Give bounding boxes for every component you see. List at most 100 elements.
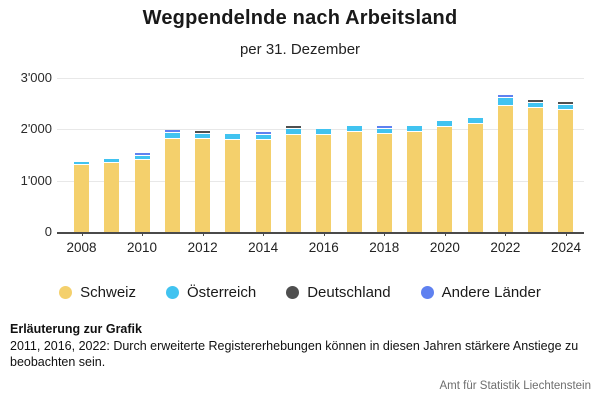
legend-dot bbox=[166, 286, 180, 299]
segment-2014-Österreich bbox=[255, 135, 271, 139]
segment-2010-Österreich bbox=[134, 156, 150, 159]
segment-2020-Schweiz bbox=[437, 127, 453, 232]
segment-2016-Österreich bbox=[316, 129, 332, 134]
legend-item-Deutschland: Deutschland bbox=[286, 284, 391, 301]
bar-2015 bbox=[285, 78, 301, 232]
bar-2009 bbox=[104, 78, 120, 232]
segment-2012-Österreich bbox=[195, 134, 211, 138]
bar-2014 bbox=[255, 78, 271, 232]
plot-area: 0 1'000 2'000 3'000 2008 2010 2012 2014 2016 201… bbox=[21, 70, 584, 255]
legend-item-Schweiz: Schweiz bbox=[59, 284, 136, 301]
bar-2018 bbox=[376, 78, 392, 232]
bar-2017 bbox=[346, 78, 362, 232]
x-tick-label-2014: 2014 bbox=[248, 240, 279, 255]
segment-2010-Andere Länder bbox=[134, 153, 150, 155]
bar-2012 bbox=[195, 78, 211, 232]
segment-2012-Schweiz bbox=[195, 139, 211, 232]
segment-2021-Österreich bbox=[467, 118, 483, 123]
y-tick-label: 0 bbox=[44, 224, 52, 239]
x-tick-label-2018: 2018 bbox=[369, 240, 400, 255]
x-tick-2018 bbox=[384, 232, 386, 236]
x-tick-2014 bbox=[263, 232, 265, 236]
x-axis-line bbox=[57, 232, 584, 234]
segment-2009-Österreich bbox=[104, 159, 120, 162]
segment-2011-Schweiz bbox=[164, 139, 180, 232]
segment-2023-Österreich bbox=[528, 103, 544, 107]
x-tick-2022 bbox=[505, 232, 507, 236]
footnote-title: Erläuterung zur Grafik bbox=[10, 322, 142, 336]
segment-2022-Andere Länder bbox=[497, 95, 513, 97]
segment-2017-Schweiz bbox=[346, 132, 362, 232]
x-tick-label-2020: 2020 bbox=[429, 240, 460, 255]
legend-dot bbox=[420, 286, 434, 299]
x-tick-2016 bbox=[323, 232, 325, 236]
segment-2022-Österreich bbox=[497, 98, 513, 105]
x-tick-label-2010: 2010 bbox=[127, 240, 158, 255]
x-tick-label-2024: 2024 bbox=[550, 240, 581, 255]
footnote: Erläuterung zur Grafik 2011, 2016, 2022:… bbox=[10, 322, 588, 370]
legend-label: Andere Länder bbox=[441, 284, 541, 301]
segment-2013-Schweiz bbox=[225, 140, 241, 232]
segment-2024-Deutschland bbox=[558, 102, 574, 104]
segment-2015-Österreich bbox=[285, 129, 301, 134]
segment-2018-Österreich bbox=[376, 129, 392, 133]
segment-2015-Schweiz bbox=[285, 135, 301, 232]
legend-item-Andere Länder: Andere Länder bbox=[420, 284, 541, 301]
segment-2016-Schweiz bbox=[316, 135, 332, 232]
legend-label: Österreich bbox=[187, 284, 257, 301]
legend-label: Deutschland bbox=[307, 284, 391, 301]
bar-2022 bbox=[497, 78, 513, 232]
segment-2012-Deutschland bbox=[195, 131, 211, 133]
footnote-body: 2011, 2016, 2022: Durch erweiterte Regis… bbox=[10, 339, 579, 369]
bar-2019 bbox=[407, 78, 423, 232]
legend-label: Schweiz bbox=[80, 284, 137, 301]
segment-2018-Andere Länder bbox=[376, 126, 392, 128]
segment-2011-Österreich bbox=[164, 133, 180, 138]
segment-2015-Deutschland bbox=[285, 126, 301, 128]
legend: Schweiz Österreich Deutschland Andere Lände… bbox=[0, 284, 600, 301]
segment-2022-Schweiz bbox=[497, 106, 513, 232]
legend-dot bbox=[59, 286, 73, 299]
bar-2016 bbox=[316, 78, 332, 232]
segment-2017-Österreich bbox=[346, 126, 362, 131]
legend-item-Österreich: Österreich bbox=[166, 284, 256, 301]
segment-2008-Österreich bbox=[74, 162, 89, 164]
segment-2023-Deutschland bbox=[528, 100, 544, 102]
x-tick-2020 bbox=[444, 232, 446, 236]
bar-2020 bbox=[437, 78, 453, 232]
x-tick-2008 bbox=[81, 232, 83, 236]
segment-2024-Schweiz bbox=[558, 110, 574, 232]
segment-2021-Schweiz bbox=[467, 124, 483, 232]
bar-2010 bbox=[134, 78, 150, 232]
bar-2013 bbox=[225, 78, 241, 232]
segment-2011-Andere Länder bbox=[164, 130, 180, 132]
x-tick-label-2016: 2016 bbox=[308, 240, 339, 255]
segment-2018-Schweiz bbox=[376, 134, 392, 232]
bar-2024 bbox=[558, 78, 574, 232]
segment-2013-Österreich bbox=[225, 134, 241, 139]
bar-2008 bbox=[74, 78, 89, 232]
y-tick-label: 2'000 bbox=[20, 121, 52, 137]
chart-subtitle: per 31. Dezember bbox=[239, 41, 361, 58]
bar-2011 bbox=[164, 78, 180, 232]
x-tick-label-2012: 2012 bbox=[187, 240, 218, 255]
bar-2021 bbox=[467, 78, 483, 232]
y-tick-label: 3'000 bbox=[20, 70, 52, 85]
segment-2014-Schweiz bbox=[255, 140, 271, 232]
x-tick-2012 bbox=[202, 232, 204, 236]
x-tick-2010 bbox=[142, 232, 144, 236]
segment-2010-Schweiz bbox=[134, 160, 150, 232]
x-tick-label-2022: 2022 bbox=[490, 240, 521, 255]
segment-2020-Österreich bbox=[437, 121, 453, 126]
x-tick-2024 bbox=[565, 232, 567, 236]
source-label: Amt für Statistik Liechtenstein bbox=[439, 380, 591, 392]
segment-2019-Schweiz bbox=[407, 132, 423, 232]
segment-2023-Schweiz bbox=[528, 108, 544, 232]
segment-2024-Österreich bbox=[558, 105, 574, 109]
segment-2009-Schweiz bbox=[104, 163, 120, 232]
segment-2019-Österreich bbox=[407, 126, 423, 131]
x-tick-label-2008: 2008 bbox=[66, 240, 97, 255]
legend-dot bbox=[286, 286, 300, 299]
chart-title: Wegpendelnde nach Arbeitsland bbox=[142, 7, 458, 29]
